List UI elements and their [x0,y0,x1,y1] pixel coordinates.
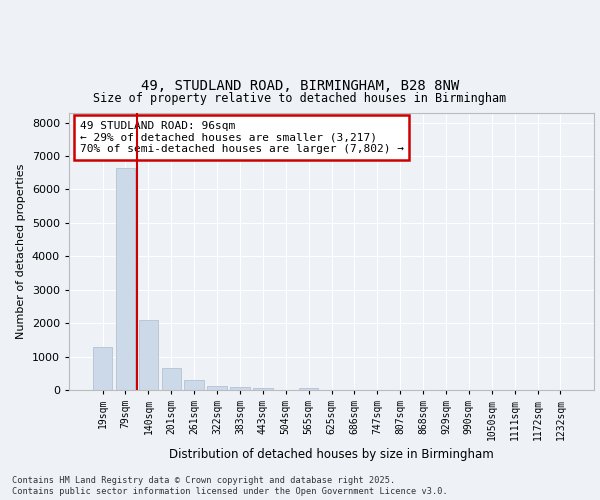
Text: Size of property relative to detached houses in Birmingham: Size of property relative to detached ho… [94,92,506,105]
Text: Contains public sector information licensed under the Open Government Licence v3: Contains public sector information licen… [12,487,448,496]
Bar [161,368,181,390]
Bar [184,380,204,390]
Bar [208,386,227,390]
Text: 49, STUDLAND ROAD, BIRMINGHAM, B28 8NW: 49, STUDLAND ROAD, BIRMINGHAM, B28 8NW [141,78,459,92]
X-axis label: Distribution of detached houses by size in Birmingham: Distribution of detached houses by size … [169,448,494,462]
Text: 49 STUDLAND ROAD: 96sqm
← 29% of detached houses are smaller (3,217)
70% of semi: 49 STUDLAND ROAD: 96sqm ← 29% of detache… [79,121,404,154]
Text: Contains HM Land Registry data © Crown copyright and database right 2025.: Contains HM Land Registry data © Crown c… [12,476,395,485]
Bar [230,388,250,390]
Bar [299,388,319,390]
Bar [139,320,158,390]
Bar [116,168,135,390]
Y-axis label: Number of detached properties: Number of detached properties [16,164,26,339]
Bar [93,347,112,390]
Bar [253,388,272,390]
